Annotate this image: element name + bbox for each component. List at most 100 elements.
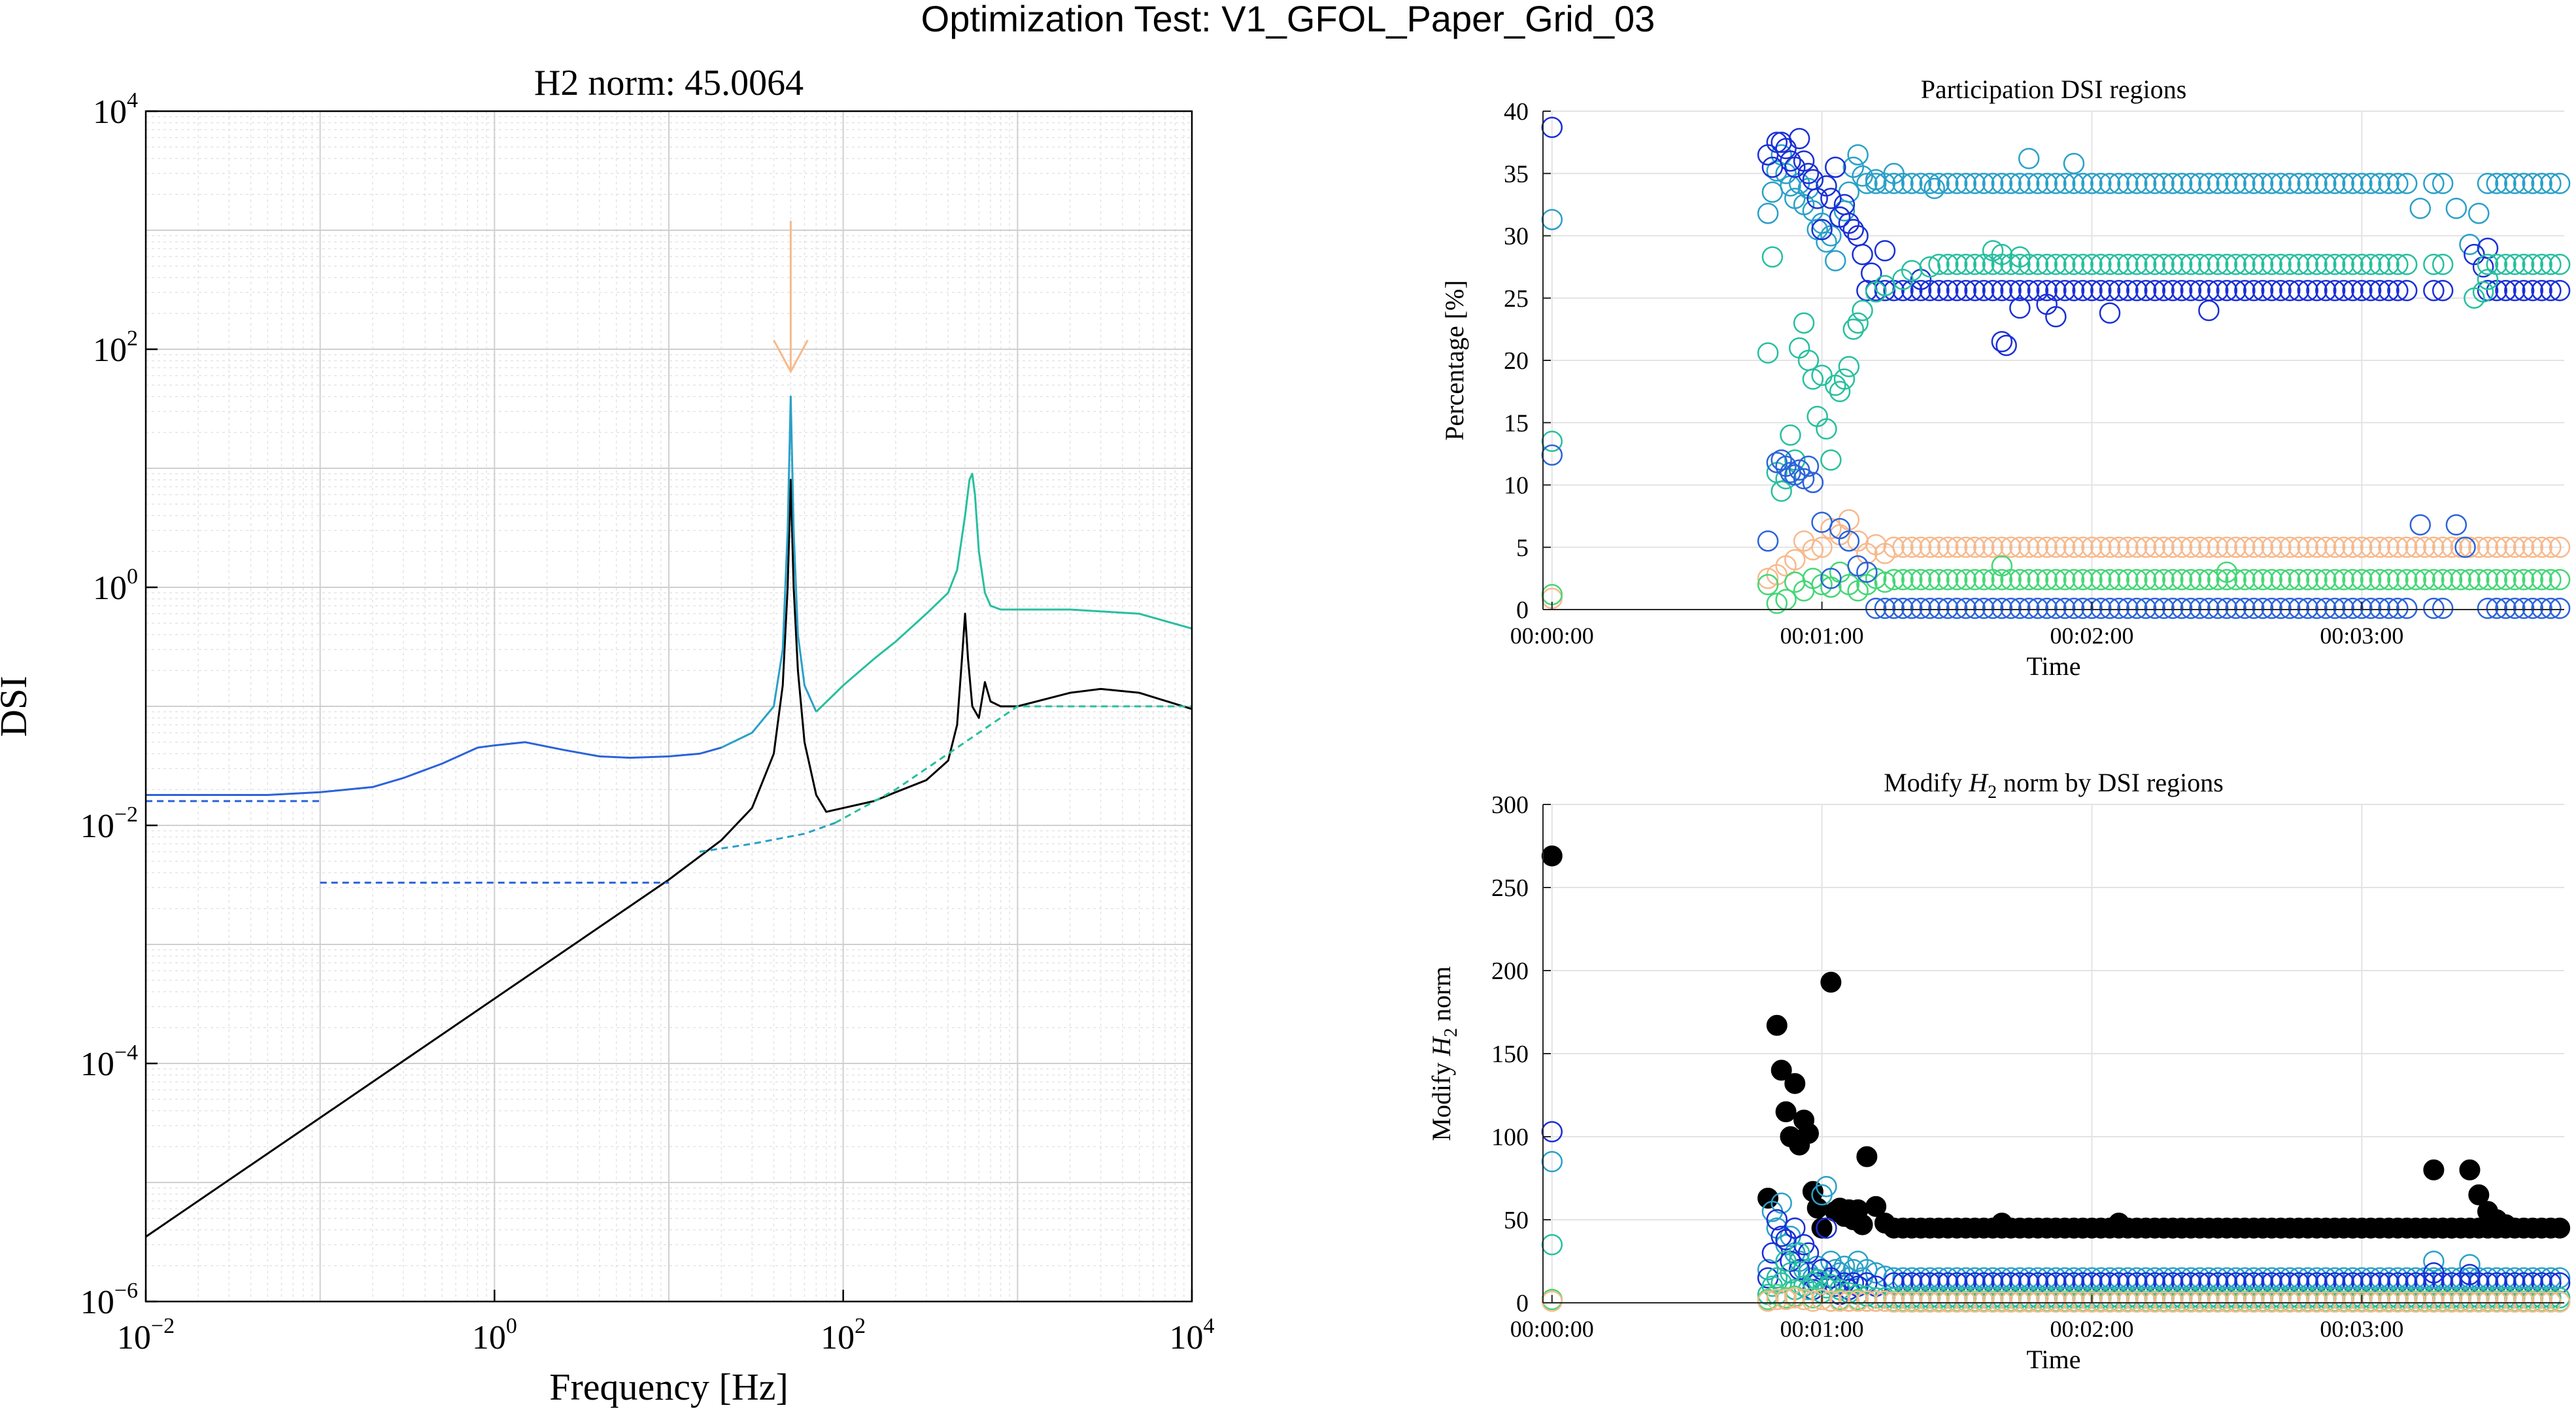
data-point-s5: [2153, 597, 2175, 619]
data-point-s1: [2351, 280, 2373, 302]
data-point-s5: [1946, 597, 1968, 619]
data-point-s2: [1919, 256, 1941, 278]
data-point-s1: [1780, 150, 1801, 172]
y-tick-label-exponent: −4: [114, 1041, 138, 1065]
data-point-s3: [2360, 536, 2382, 559]
data-point-s5: [1874, 597, 1896, 619]
data-point-s3: [1788, 1242, 1810, 1264]
data-point-s0: [2522, 173, 2544, 194]
data-point-s5: [2360, 597, 2382, 619]
data-point-s4: [2216, 569, 2238, 591]
x-tick-label: 10−2: [117, 1314, 175, 1356]
data-point-s5: [2351, 1291, 2373, 1313]
data-point-s2: [2108, 254, 2130, 275]
data-point-s4: [2531, 569, 2552, 591]
data-point-s2: [2378, 254, 2399, 275]
data-point-s1: [2045, 306, 2067, 328]
data-point-s5: [2189, 597, 2211, 619]
data-point-s5: [2081, 1291, 2103, 1313]
data-point-s0: [2270, 173, 2292, 194]
data-point-s3: [2009, 536, 2031, 559]
data-point-s0: [1816, 231, 1837, 253]
data-point-s3: [2450, 536, 2471, 559]
data-point-s5: [2405, 1291, 2427, 1313]
data-point-s2: [2234, 254, 2256, 275]
dsi-series-line-1: [146, 741, 722, 796]
data-point-s4: [2468, 569, 2490, 591]
data-point-s0: [2549, 1217, 2571, 1239]
data-point-s0: [2504, 173, 2526, 194]
data-point-s3: [1910, 536, 1932, 559]
data-point-s2: [1842, 319, 1865, 340]
y-tick-label-exponent: 4: [127, 88, 138, 112]
data-point-s5: [2360, 1291, 2382, 1313]
data-point-s2: [2243, 254, 2265, 275]
data-point-s0: [2378, 173, 2399, 194]
data-point-s3: [2549, 536, 2571, 559]
data-point-s5: [2454, 536, 2476, 559]
data-point-s2: [1852, 300, 1873, 322]
y-tick-label-base: 10: [80, 1284, 114, 1321]
data-point-s4: [2135, 569, 2157, 591]
data-point-s3: [2000, 536, 2022, 559]
data-point-s3: [1928, 536, 1950, 559]
data-point-s5: [1901, 597, 1923, 619]
data-point-s3: [2126, 536, 2148, 559]
data-point-s4: [2108, 569, 2130, 591]
data-point-s0: [2297, 173, 2319, 194]
data-point-s0: [1771, 1060, 1792, 1081]
x-axis-label: Time: [2026, 651, 2080, 681]
data-point-s5: [2027, 597, 2049, 619]
data-point-s4: [2000, 569, 2022, 591]
data-point-s2: [2513, 254, 2535, 275]
data-point-s4: [1955, 569, 1977, 591]
data-point-s1: [2261, 280, 2282, 302]
y-tick-label: 15: [1504, 409, 1529, 437]
data-point-s3: [2252, 536, 2274, 559]
data-point-s2: [2297, 254, 2319, 275]
data-point-s3: [2432, 536, 2454, 559]
data-point-s4: [2171, 569, 2193, 591]
data-point-s5: [2504, 597, 2526, 619]
data-point-s2: [2369, 254, 2391, 275]
data-point-s5: [1784, 1287, 1806, 1309]
data-point-s5: [2054, 597, 2076, 619]
data-point-s3: [2063, 536, 2085, 559]
data-point-s0: [2459, 1159, 2481, 1181]
data-point-s3: [2027, 536, 2049, 559]
x-tick-label: 00:00:00: [1510, 623, 1594, 649]
data-point-s2: [2144, 254, 2166, 275]
data-point-s0: [2288, 173, 2310, 194]
y-tick-label: 0: [1516, 596, 1529, 624]
data-point-s3: [2531, 536, 2552, 559]
data-point-s5: [1802, 472, 1824, 493]
data-point-s1: [2288, 280, 2310, 302]
y-tick-label: 10: [1504, 472, 1529, 500]
data-point-s2: [1928, 254, 1950, 275]
data-point-s5: [2036, 1291, 2058, 1313]
data-point-s1: [2009, 297, 2031, 319]
data-point-s4: [2495, 569, 2517, 591]
data-point-s4: [2198, 569, 2220, 591]
y-tick-label: 200: [1491, 957, 1529, 985]
data-point-s2: [2540, 254, 2562, 275]
data-point-s2: [2252, 254, 2274, 275]
data-point-s0: [2549, 173, 2571, 194]
data-point-s4: [2207, 569, 2229, 591]
data-point-s2: [2027, 254, 2049, 275]
data-point-s1: [2540, 280, 2562, 302]
data-point-s0: [1541, 845, 1563, 867]
data-point-s2: [2472, 281, 2494, 303]
data-point-s5: [2027, 1291, 2049, 1313]
data-point-s0: [1928, 173, 1950, 194]
data-point-s2: [2324, 254, 2346, 275]
data-point-s0: [2081, 173, 2103, 194]
data-point-s2: [2315, 254, 2337, 275]
data-point-s5: [2198, 597, 2220, 619]
data-point-s1: [2369, 280, 2391, 302]
x-axis-label: Time: [2026, 1345, 2080, 1374]
data-point-s4: [2063, 569, 2085, 591]
data-point-s4: [2549, 569, 2571, 591]
data-point-s5: [2387, 597, 2409, 619]
